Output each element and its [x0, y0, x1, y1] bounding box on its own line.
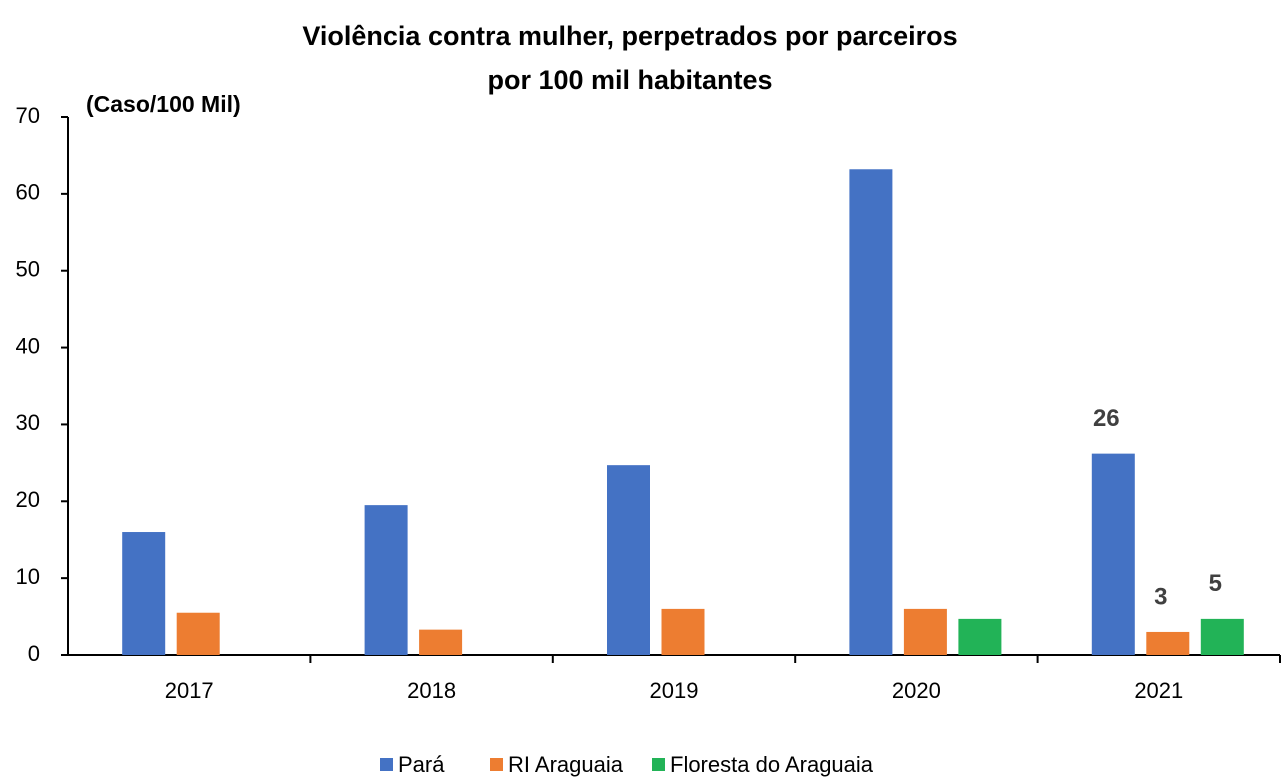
value-label: 26 — [1093, 405, 1120, 432]
bar — [607, 465, 650, 655]
y-tick-label: 70 — [16, 103, 40, 128]
chart-title: Violência contra mulher, perpetrados por… — [302, 21, 957, 51]
bar — [849, 169, 893, 655]
y-axis-label: (Caso/100 Mil) — [86, 91, 241, 117]
y-tick-label: 0 — [28, 641, 40, 666]
legend-label: Pará — [398, 752, 445, 777]
bar — [176, 612, 220, 655]
chart-title: por 100 mil habitantes — [487, 65, 772, 95]
x-tick-label: 2020 — [892, 678, 941, 703]
x-tick-label: 2017 — [165, 678, 214, 703]
bar — [1091, 453, 1135, 655]
bar — [122, 532, 166, 655]
legend-label: RI Araguaia — [508, 752, 624, 777]
bar — [1146, 631, 1190, 655]
legend-swatch — [652, 758, 665, 771]
bar — [903, 608, 947, 655]
value-label: 3 — [1154, 583, 1167, 610]
x-tick-label: 2021 — [1134, 678, 1183, 703]
y-tick-label: 40 — [16, 333, 40, 358]
bar — [364, 505, 408, 655]
x-tick-label: 2019 — [650, 678, 699, 703]
legend-swatch — [380, 758, 393, 771]
y-tick-label: 10 — [16, 564, 40, 589]
y-tick-label: 50 — [16, 257, 40, 282]
bar — [661, 608, 705, 655]
legend-label: Floresta do Araguaia — [670, 752, 874, 777]
bar — [958, 618, 1002, 655]
x-tick-label: 2018 — [407, 678, 456, 703]
legend-swatch — [490, 758, 503, 771]
y-tick-label: 30 — [16, 410, 40, 435]
y-tick-label: 20 — [16, 487, 40, 512]
value-label: 5 — [1209, 570, 1222, 597]
bar — [419, 629, 463, 655]
bar — [1200, 618, 1244, 655]
y-tick-label: 60 — [16, 180, 40, 205]
